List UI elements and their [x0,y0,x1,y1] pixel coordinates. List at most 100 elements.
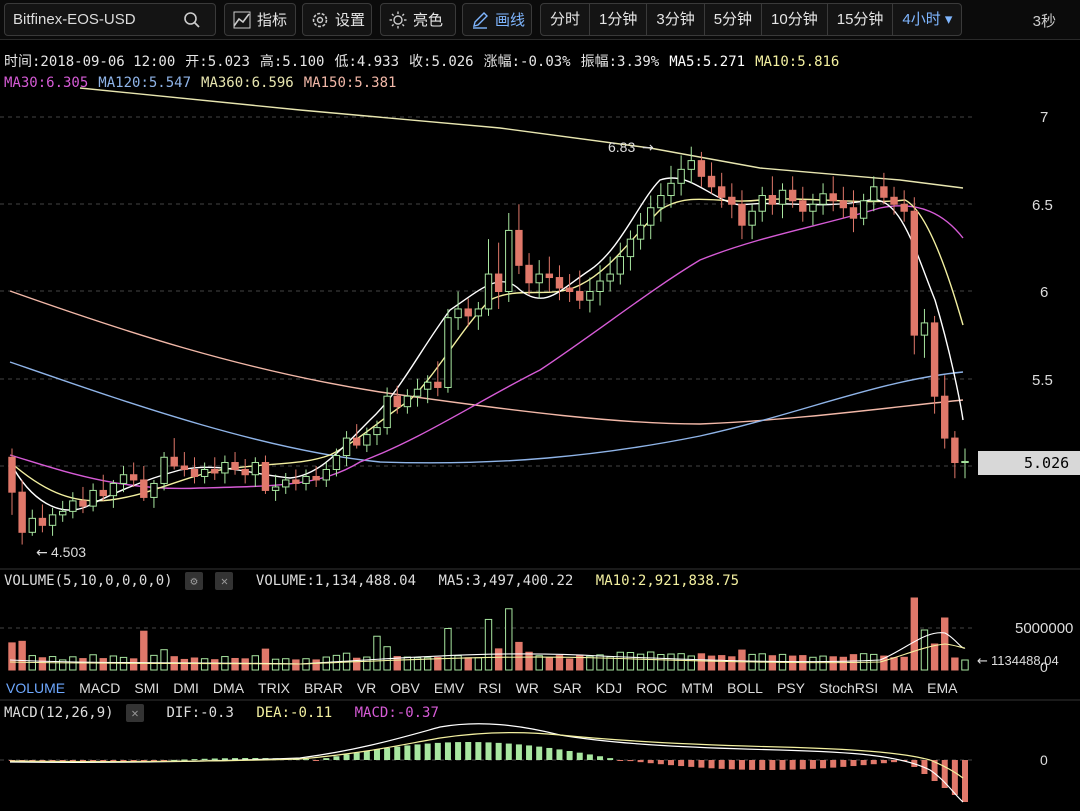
tab-brar[interactable]: BRAR [303,680,343,696]
macd-bar [39,760,46,762]
macd-bar [860,760,867,766]
volume-settings-icon[interactable]: ⚙ [185,572,204,590]
candle-body [160,456,168,484]
volume-bar [616,651,624,671]
volume-bar [738,649,746,671]
macd-bar [303,759,310,761]
macd-bar [120,760,127,762]
macd-bar [313,760,320,761]
volume-bar [545,657,554,671]
candle-body [961,460,969,464]
interval-3m[interactable]: 3分钟 [647,4,705,35]
macd-bar [951,760,958,795]
tab-sar[interactable]: SAR [552,680,582,696]
macd-bar [840,760,847,767]
volume-bar [413,657,422,671]
volume-bar [434,656,442,671]
candle-body [79,500,87,507]
volume-close-icon[interactable]: ✕ [215,572,234,590]
candle-body [180,465,189,470]
candle-body [880,186,888,198]
volume-header: VOLUME(5,10,0,0,0,0) ⚙ ✕ VOLUME:1,134,48… [4,572,739,590]
candle-body [667,182,675,197]
tab-macd[interactable]: MACD [79,680,121,696]
volume-bar [200,658,209,671]
interval-10m[interactable]: 10分钟 [762,4,828,35]
settings-button[interactable]: 设置 [302,3,372,36]
macd-bar [455,742,462,760]
candle-body [829,193,837,202]
info-ma10: MA10:5.816 [755,54,840,70]
macd-bar [637,760,644,763]
tab-mtm[interactable]: MTM [681,680,714,696]
candle-body [606,273,614,282]
tab-volume[interactable]: VOLUME [6,680,66,696]
search-icon[interactable] [183,11,201,29]
volume-bar [79,658,87,671]
candle-body [150,482,158,498]
tab-smi[interactable]: SMI [134,680,160,696]
macd-close-icon[interactable]: ✕ [126,704,145,722]
volume-bar [271,658,280,671]
macd-bar [749,760,756,770]
volume-bar [494,648,503,671]
tab-kdj[interactable]: KDJ [595,680,623,696]
volume-bar [707,655,716,671]
bright-theme-button[interactable]: 亮色 [380,3,456,36]
tab-trix[interactable]: TRIX [258,680,290,696]
macd-bar [221,758,228,760]
macd-bar [850,760,857,767]
interval-4h[interactable]: 4小时 ▾ [902,11,953,28]
refresh-rate[interactable]: 3秒 [1032,13,1056,30]
symbol-search[interactable]: Bitfinex-EOS-USD [4,3,216,36]
indicators-button[interactable]: 指标 [224,3,296,36]
tab-boll[interactable]: BOLL [727,680,763,696]
tab-rsi[interactable]: RSI [478,680,502,696]
tab-stochrsi[interactable]: StochRSI [818,680,879,696]
macd-bar [789,760,796,770]
info-ma5: MA5:5.271 [669,54,746,70]
interval-15m[interactable]: 15分钟 [828,4,894,35]
tab-ma[interactable]: MA [892,680,914,696]
volume-bar [129,658,138,671]
tab-psy[interactable]: PSY [776,680,805,696]
macd-bar [566,751,573,760]
tab-wr[interactable]: WR [515,680,539,696]
volume-bar [292,659,300,671]
volume-bar [353,657,361,671]
candle-body [261,462,270,491]
interval-1m[interactable]: 1分钟 [590,4,648,35]
gear-icon [312,12,328,27]
candle-body [129,474,138,481]
candle-body [697,160,706,177]
candle-body [464,308,472,317]
tab-obv[interactable]: OBV [390,680,420,696]
info-amplitude: 振幅:3.39% [580,54,660,70]
tab-emv[interactable]: EMV [433,680,465,696]
candle-body [140,479,148,498]
interval-5m[interactable]: 5分钟 [705,4,763,35]
ma150-line [9,290,964,425]
info-low: 低:4.933 [334,54,400,70]
candle-body [251,462,260,476]
candle-body [707,175,716,188]
macd-value: MACD:-0.37 [354,705,439,721]
bright-label: 亮色 [413,12,444,29]
candle-body [413,388,422,397]
candle-body [190,468,199,477]
tab-dma[interactable]: DMA [212,680,245,696]
pencil-icon [473,11,488,29]
candle-body [403,395,412,408]
candle-body [576,291,584,301]
volume-bar [8,642,16,671]
candle-body [849,207,858,219]
tab-vr[interactable]: VR [356,680,377,696]
low-marker-arrow: ← [36,545,48,561]
volume-bar [829,656,837,671]
draw-line-button[interactable]: 画线 [462,3,532,36]
tab-dmi[interactable]: DMI [173,680,199,696]
tab-roc[interactable]: ROC [636,680,668,696]
interval-timeshare[interactable]: 分时 [541,4,591,35]
tab-ema[interactable]: EMA [927,680,958,696]
